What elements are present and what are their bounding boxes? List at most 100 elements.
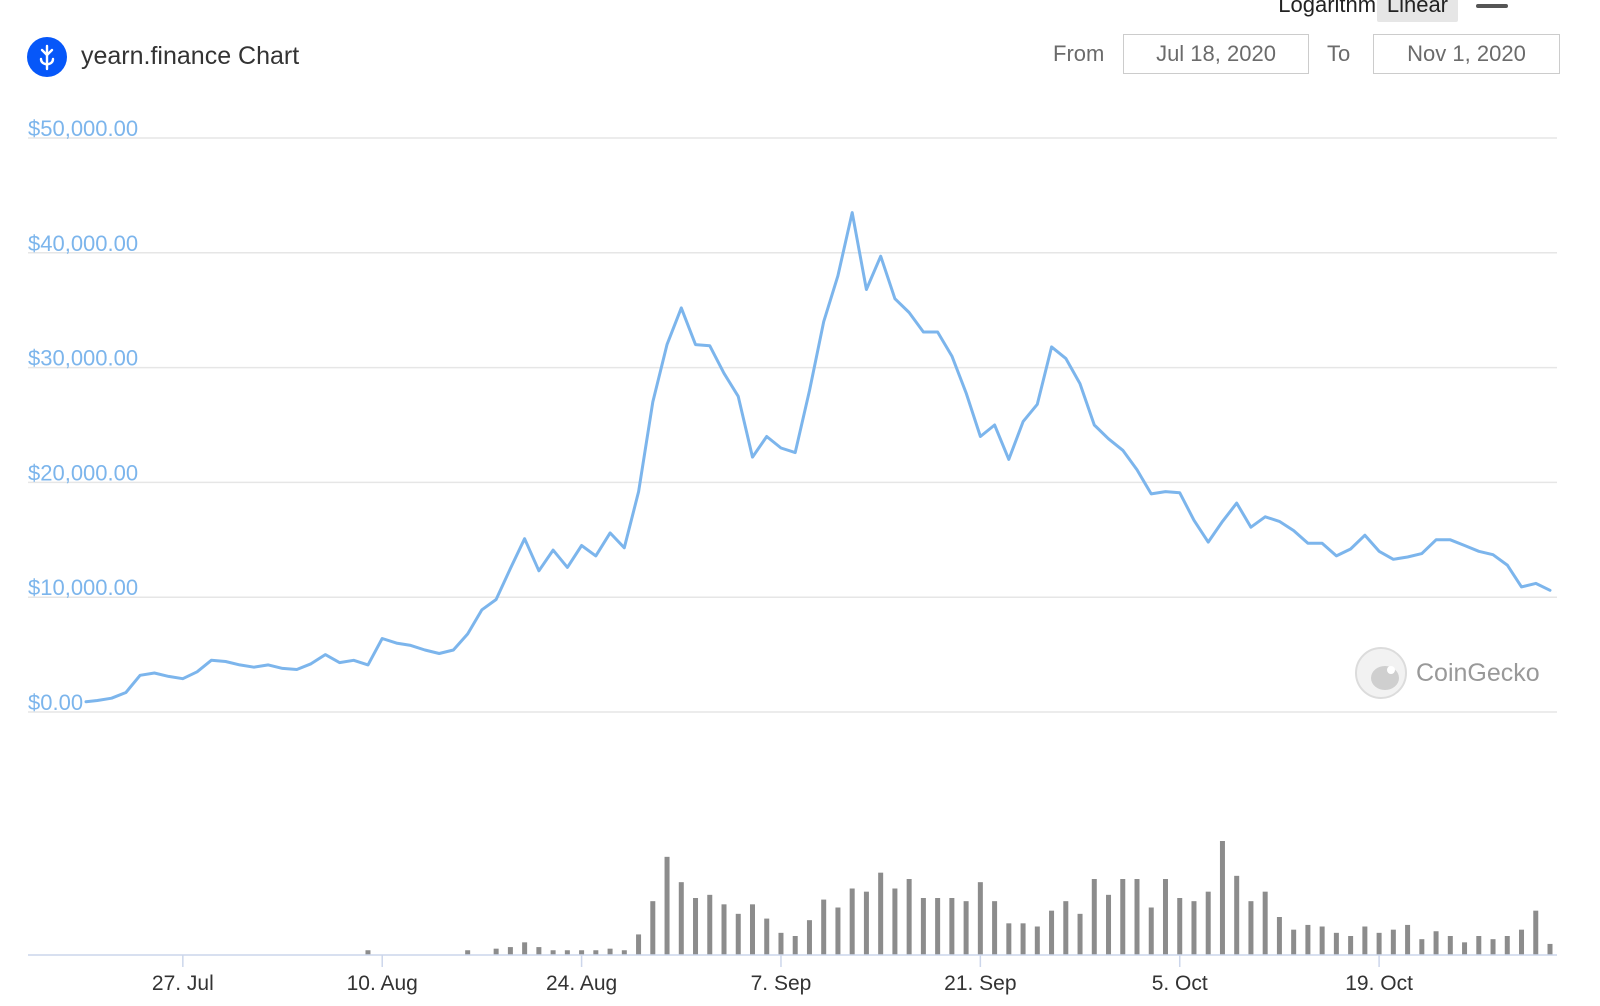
yearn-logo-glyph <box>39 44 55 71</box>
volume-bar <box>949 898 955 955</box>
volume-bar <box>1219 841 1225 955</box>
volume-bar <box>1134 879 1140 955</box>
volume-bar <box>977 882 983 955</box>
volume-bar <box>749 904 755 955</box>
volume-bar <box>1348 936 1354 955</box>
volume-bar <box>1049 910 1055 955</box>
y-tick-label: $50,000.00 <box>28 116 138 141</box>
volume-bar <box>806 920 812 955</box>
volume-bar <box>550 950 556 955</box>
volume-bar <box>1305 924 1311 955</box>
y-tick-label: $20,000.00 <box>28 460 138 485</box>
volume-bar <box>1020 923 1026 955</box>
volume-bar <box>821 899 827 955</box>
volume-bar <box>1405 924 1411 955</box>
coingecko-credit[interactable]: CoinGecko <box>1355 647 1540 699</box>
x-tick-label: 19. Oct <box>1345 972 1413 995</box>
from-date-input[interactable]: Jul 18, 2020 <box>1123 34 1309 74</box>
volume-bar <box>764 918 770 955</box>
y-tick-label: $0.00 <box>28 690 83 715</box>
volume-bar <box>1077 913 1083 955</box>
volume-bar <box>1006 923 1012 955</box>
volume-bar <box>735 913 741 955</box>
from-label: From <box>1053 41 1105 66</box>
to-date-input[interactable]: Nov 1, 2020 <box>1373 34 1560 74</box>
x-tick-label: 21. Sep <box>944 972 1016 995</box>
volume-bar <box>1234 875 1240 955</box>
volume-bar <box>664 856 670 955</box>
volume-bar <box>465 950 471 955</box>
volume-bar <box>536 947 542 955</box>
volume-bar <box>721 904 727 955</box>
volume-bar <box>1191 901 1197 955</box>
volume-bar <box>365 950 371 955</box>
volume-bar <box>878 872 884 955</box>
logarithmic-scale-button[interactable]: Logarithmic <box>1278 0 1392 17</box>
x-tick-label: 24. Aug <box>546 972 617 995</box>
volume-bar <box>963 901 969 955</box>
x-tick-label: 27. Jul <box>152 972 214 995</box>
volume-bar <box>1419 939 1425 955</box>
volume-bar <box>1091 879 1097 955</box>
volume-bar <box>1490 939 1496 955</box>
volume-bar <box>1362 926 1368 955</box>
volume-bar <box>564 950 570 955</box>
volume-bar <box>1319 926 1325 955</box>
x-tick-label: 10. Aug <box>347 972 418 995</box>
volume-bar <box>1148 907 1154 955</box>
volume-bar <box>849 888 855 955</box>
volume-bar <box>1034 926 1040 955</box>
volume-bar <box>792 936 798 955</box>
yearn-logo-icon <box>27 37 67 77</box>
volume-bar <box>1291 929 1297 955</box>
volume-bar <box>1547 943 1553 955</box>
volume-bar <box>1177 898 1183 955</box>
volume-bar <box>1120 879 1126 955</box>
volume-bar <box>579 950 585 955</box>
volume-bar <box>1476 936 1482 955</box>
volume-bar <box>1533 910 1539 955</box>
volume-bar <box>1447 936 1453 955</box>
volume-bar <box>992 901 998 955</box>
volume-bar <box>1205 891 1211 955</box>
y-tick-label: $10,000.00 <box>28 575 138 600</box>
volume-bar <box>693 898 699 955</box>
volume-bar <box>1162 879 1168 955</box>
credit-label: CoinGecko <box>1416 659 1540 687</box>
volume-bar <box>1376 932 1382 955</box>
y-tick-label: $30,000.00 <box>28 346 138 371</box>
volume-bar <box>892 888 898 955</box>
volume-bar <box>493 948 499 955</box>
volume-bar <box>678 882 684 955</box>
volume-bar <box>906 879 912 955</box>
volume-bar <box>1248 901 1254 955</box>
volume-bar <box>1106 894 1112 955</box>
volume-bar <box>593 950 599 955</box>
hamburger-menu-icon[interactable] <box>1476 0 1508 16</box>
linear-scale-button[interactable]: Linear <box>1376 0 1458 22</box>
volume-bar <box>707 894 713 955</box>
price-series-line <box>84 211 1552 704</box>
volume-bar <box>650 901 656 955</box>
volume-bar <box>1262 891 1268 955</box>
gecko-eye-shape <box>1387 666 1395 674</box>
volume-bar <box>1276 917 1282 955</box>
chart-title: yearn.finance Chart <box>81 42 300 70</box>
volume-bar <box>1519 929 1525 955</box>
volume-bar <box>507 947 513 955</box>
volume-bar <box>621 950 627 955</box>
volume-bar <box>1063 901 1069 955</box>
volume-bar <box>1462 942 1468 955</box>
volume-bar <box>1504 936 1510 955</box>
volume-bar <box>935 898 941 955</box>
x-tick-label: 7. Sep <box>751 972 812 995</box>
volume-bar <box>1390 929 1396 955</box>
volume-bar <box>636 934 642 955</box>
y-tick-label: $40,000.00 <box>28 231 138 256</box>
volume-bar <box>920 898 926 955</box>
x-tick-label: 5. Oct <box>1152 972 1208 995</box>
to-label: To <box>1327 41 1351 66</box>
volume-bar <box>522 942 528 955</box>
volume-bar <box>863 891 869 955</box>
